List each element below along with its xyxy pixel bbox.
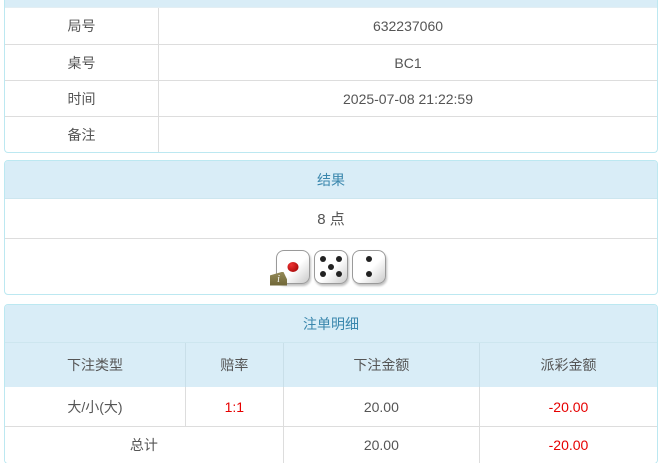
info-row-table: 桌号 BC1 <box>5 44 657 80</box>
table-number-value: BC1 <box>158 45 657 80</box>
bet-amount-value: 20.00 <box>282 387 479 426</box>
remark-value <box>158 117 657 152</box>
bet-table-header-row: 下注类型 赔率 下注金额 派彩金额 <box>5 343 657 387</box>
time-value: 2025-07-08 21:22:59 <box>158 81 657 116</box>
info-row-remark: 备注 <box>5 116 657 152</box>
cutoff-header-strip <box>5 0 657 8</box>
dice-group: i <box>5 239 657 294</box>
die-2 <box>314 249 348 284</box>
remark-label: 备注 <box>67 126 96 143</box>
bet-type-value: 大/小(大) <box>67 398 123 415</box>
black-pip <box>320 255 327 262</box>
round-number-value: 632237060 <box>158 8 657 44</box>
black-pip <box>335 255 342 262</box>
black-pip <box>328 263 334 270</box>
game-info-panel: 局号 632237060 桌号 BC1 时间 2025-07-08 21:22:… <box>4 0 658 153</box>
col-header-bet-amount: 下注金额 <box>282 343 479 387</box>
table-number-label: 桌号 <box>67 54 96 71</box>
result-panel-title: 结果 <box>5 161 657 199</box>
odds-value: 1:1 <box>184 387 283 426</box>
round-number-label: 局号 <box>67 18 96 34</box>
time-label: 时间 <box>67 90 96 107</box>
black-pip <box>335 271 342 278</box>
black-pip <box>366 255 372 262</box>
info-row-round: 局号 632237060 <box>5 8 657 44</box>
bet-table-total-row: 总计 20.00 -20.00 <box>5 427 657 463</box>
bet-table-row: 大/小(大) 1:1 20.00 -20.00 <box>5 387 657 427</box>
black-pip <box>366 271 372 278</box>
result-panel: 结果 8 点 i <box>4 160 658 295</box>
black-pip <box>320 271 327 278</box>
info-row-time: 时间 2025-07-08 21:22:59 <box>5 80 657 116</box>
total-payout: -20.00 <box>479 427 657 463</box>
red-pip <box>287 261 299 272</box>
col-header-odds: 赔率 <box>184 343 283 387</box>
result-points: 8 点 <box>5 199 657 239</box>
total-label: 总计 <box>129 437 158 453</box>
bet-details-panel: 注单明细 下注类型 赔率 下注金额 派彩金额 大/小(大) 1:1 20.00 … <box>4 304 658 463</box>
col-header-bet-type: 下注类型 <box>66 357 123 373</box>
die-1: i <box>270 249 310 286</box>
bet-details-title: 注单明细 <box>5 305 657 343</box>
payout-value: -20.00 <box>478 387 657 426</box>
col-header-payout: 派彩金额 <box>478 343 657 387</box>
die-3 <box>352 249 386 284</box>
total-bet-amount: 20.00 <box>282 427 479 463</box>
info-badge-icon[interactable]: i <box>270 271 287 286</box>
